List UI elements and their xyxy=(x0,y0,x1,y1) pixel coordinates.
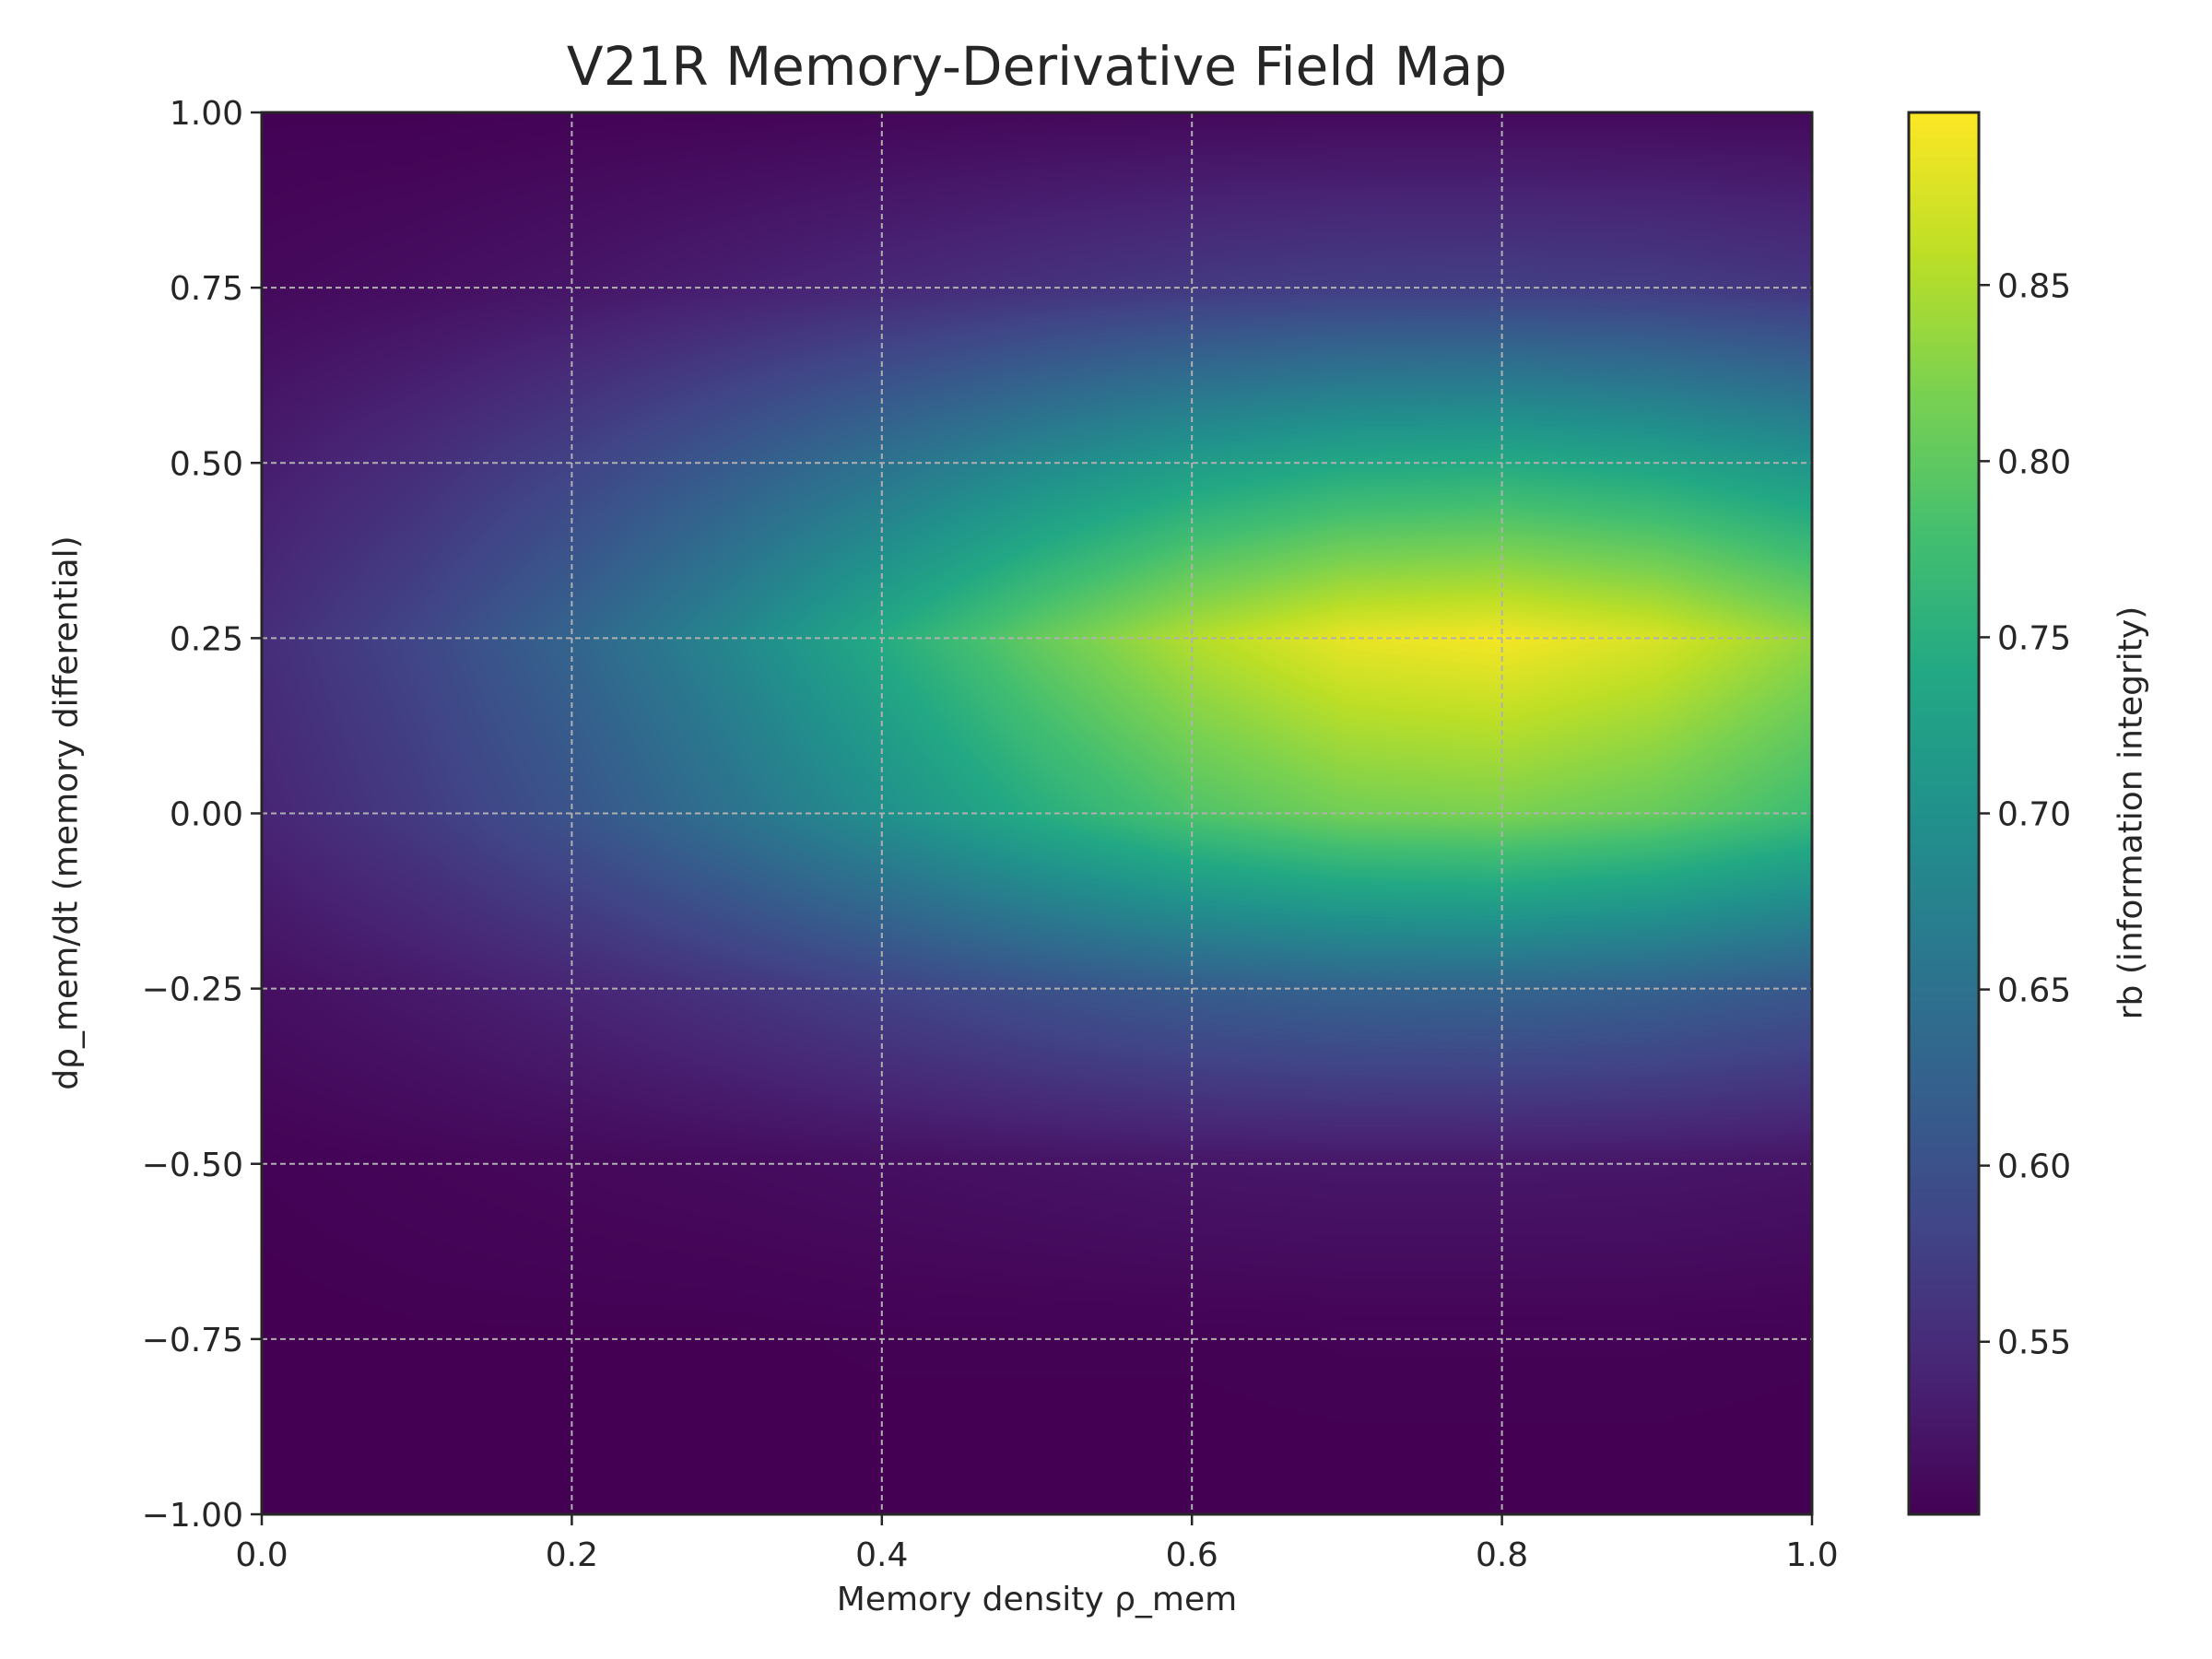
colorbar-tick-label: 0.75 xyxy=(1997,619,2071,657)
x-tick-label: 0.6 xyxy=(1166,1536,1218,1574)
colorbar-tick-label: 0.70 xyxy=(1997,796,2071,834)
colorbar-gradient xyxy=(1909,112,1979,1514)
y-tick-label: −0.25 xyxy=(142,971,243,1009)
y-tick-label: 0.50 xyxy=(170,445,243,483)
y-tick-label: −0.75 xyxy=(142,1322,243,1359)
plot-frame xyxy=(260,111,1814,1516)
colorbar-tick-label: 0.55 xyxy=(1997,1324,2071,1362)
axis-ticks: 0.0 0.2 0.4 0.6 0.8 1.0 1.00 0.75 0.50 0.25 0.00 −0… xyxy=(142,95,2071,1574)
colorbar-tick-label: 0.65 xyxy=(1997,972,2071,1010)
y-tick-label: −1.00 xyxy=(142,1497,243,1535)
y-tick-label: 0.25 xyxy=(170,620,243,658)
x-tick-label: 0.0 xyxy=(235,1536,288,1574)
y-tick-label: 1.00 xyxy=(170,95,243,133)
colorbar-label: rb (information integrity) xyxy=(2112,606,2150,1020)
x-tick-label: 0.4 xyxy=(855,1536,908,1574)
x-tick-label: 1.0 xyxy=(1785,1536,1838,1574)
colorbar-tick-label: 0.85 xyxy=(1997,267,2071,305)
y-tick-label: 0.75 xyxy=(170,270,243,308)
colorbar-frame xyxy=(1907,111,1981,1516)
chart-title: V21R Memory-Derivative Field Map xyxy=(566,35,1508,98)
colorbar-tick-label: 0.80 xyxy=(1997,443,2071,481)
colorbar-tick-label: 0.60 xyxy=(1997,1148,2071,1186)
x-tick-label: 0.8 xyxy=(1476,1536,1528,1574)
y-tick-label: 0.00 xyxy=(170,796,243,834)
x-tick-label: 0.2 xyxy=(546,1536,598,1574)
y-axis-label: dρ_mem/dt (memory differential) xyxy=(47,535,86,1090)
y-tick-label: −0.50 xyxy=(142,1147,243,1184)
x-axis-label: Memory density ρ_mem xyxy=(836,1581,1238,1618)
